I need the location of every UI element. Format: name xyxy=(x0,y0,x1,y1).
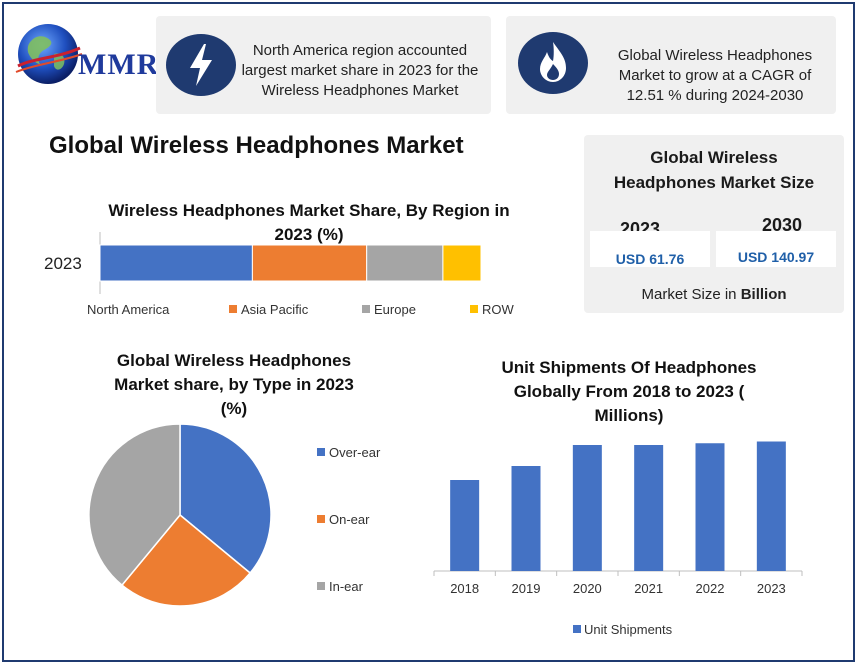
market-size-footer: Market Size in Billion xyxy=(584,286,844,303)
pie-legend-swatch-in-ear xyxy=(317,582,325,590)
shipments-x-label-2018: 2018 xyxy=(450,581,479,596)
pie-slice-on-ear xyxy=(120,513,252,607)
shipments-bar-2022 xyxy=(695,443,725,571)
region-share-chart: 2023 North America Asia Pacific Europe ROW xyxy=(44,232,515,317)
pie-legend-label-in-ear: In-ear xyxy=(329,579,364,594)
pie-slice-in-ear xyxy=(88,424,181,587)
info-text-region: North America region accounted largest m… xyxy=(241,42,479,99)
type-chart-title: Global Wireless Headphones Market share,… xyxy=(114,351,354,418)
page-title: Global Wireless Headphones Market xyxy=(49,132,464,159)
region-legend-swatch-row xyxy=(470,305,478,313)
market-size-footer-unit: Billion xyxy=(740,286,787,303)
unit-shipments-chart: 2018 2019 2020 2021 2022 2023 Unit Shipments xyxy=(433,441,803,637)
shipments-bar-2018 xyxy=(450,480,480,571)
region-category-label: 2023 xyxy=(44,254,82,273)
shipments-x-label-2023: 2023 xyxy=(757,581,786,596)
flame-icon xyxy=(518,32,588,94)
market-size-card-2023: USD 61.76 xyxy=(590,231,710,267)
market-size-card-2030: USD 140.97 xyxy=(716,231,836,267)
shipments-x-label-2022: 2022 xyxy=(696,581,725,596)
region-bar-asia-pacific xyxy=(251,244,368,282)
pie-legend-label-over-ear: Over-ear xyxy=(329,445,381,460)
pie-legend-swatch-over-ear xyxy=(317,448,325,456)
mmr-logo: MMR xyxy=(14,18,162,90)
pie-legend-swatch-on-ear xyxy=(317,515,325,523)
region-legend-swatch-europe xyxy=(362,305,370,313)
lightning-icon xyxy=(166,34,236,96)
pie-legend-label-on-ear: On-ear xyxy=(329,512,370,527)
pie-slice-over-ear xyxy=(179,424,272,575)
shipments-x-label-2019: 2019 xyxy=(512,581,541,596)
globe-icon xyxy=(15,24,83,84)
shipments-chart-title: Unit Shipments Of Headphones Globally Fr… xyxy=(501,358,757,425)
shipments-bar-2023 xyxy=(756,441,786,571)
shipments-legend-swatch xyxy=(573,625,581,633)
type-share-pie-chart: Over-ear On-ear In-ear xyxy=(88,424,381,607)
region-legend-label-europe: Europe xyxy=(374,302,416,317)
info-box-region: North America region accounted largest m… xyxy=(156,16,491,114)
region-chart-title: Wireless Headphones Market Share, By Reg… xyxy=(108,201,510,244)
shipments-bar-2019 xyxy=(511,466,541,571)
market-size-year-2030: 2030 xyxy=(761,215,803,235)
market-size-footer-prefix: Market Size in xyxy=(641,286,741,303)
region-bar-europe xyxy=(366,244,444,282)
market-size-value-2030: USD 140.97 xyxy=(737,249,815,265)
region-bar-north-america xyxy=(99,244,253,282)
shipments-legend-label: Unit Shipments xyxy=(584,622,673,637)
market-size-title: Global Wireless Headphones Market Size xyxy=(613,148,815,192)
shipments-bar-2020 xyxy=(572,445,602,571)
region-legend-swatch-asia-pacific xyxy=(229,305,237,313)
info-box-cagr: Global Wireless Headphones Market to gro… xyxy=(506,16,836,114)
logo-text: MMR xyxy=(78,48,160,81)
region-bar-row xyxy=(442,244,482,282)
region-legend-label-north-america: North America xyxy=(87,302,170,317)
region-legend-label-row: ROW xyxy=(482,302,515,317)
shipments-x-label-2020: 2020 xyxy=(573,581,602,596)
market-size-value-2023: USD 61.76 xyxy=(615,251,685,267)
shipments-x-label-2021: 2021 xyxy=(634,581,663,596)
region-legend-label-asia-pacific: Asia Pacific xyxy=(241,302,309,317)
market-size-panel: Global Wireless Headphones Market Size 2… xyxy=(584,135,844,313)
shipments-bar-2021 xyxy=(634,445,664,571)
info-text-cagr: Global Wireless Headphones Market to gro… xyxy=(617,47,813,104)
